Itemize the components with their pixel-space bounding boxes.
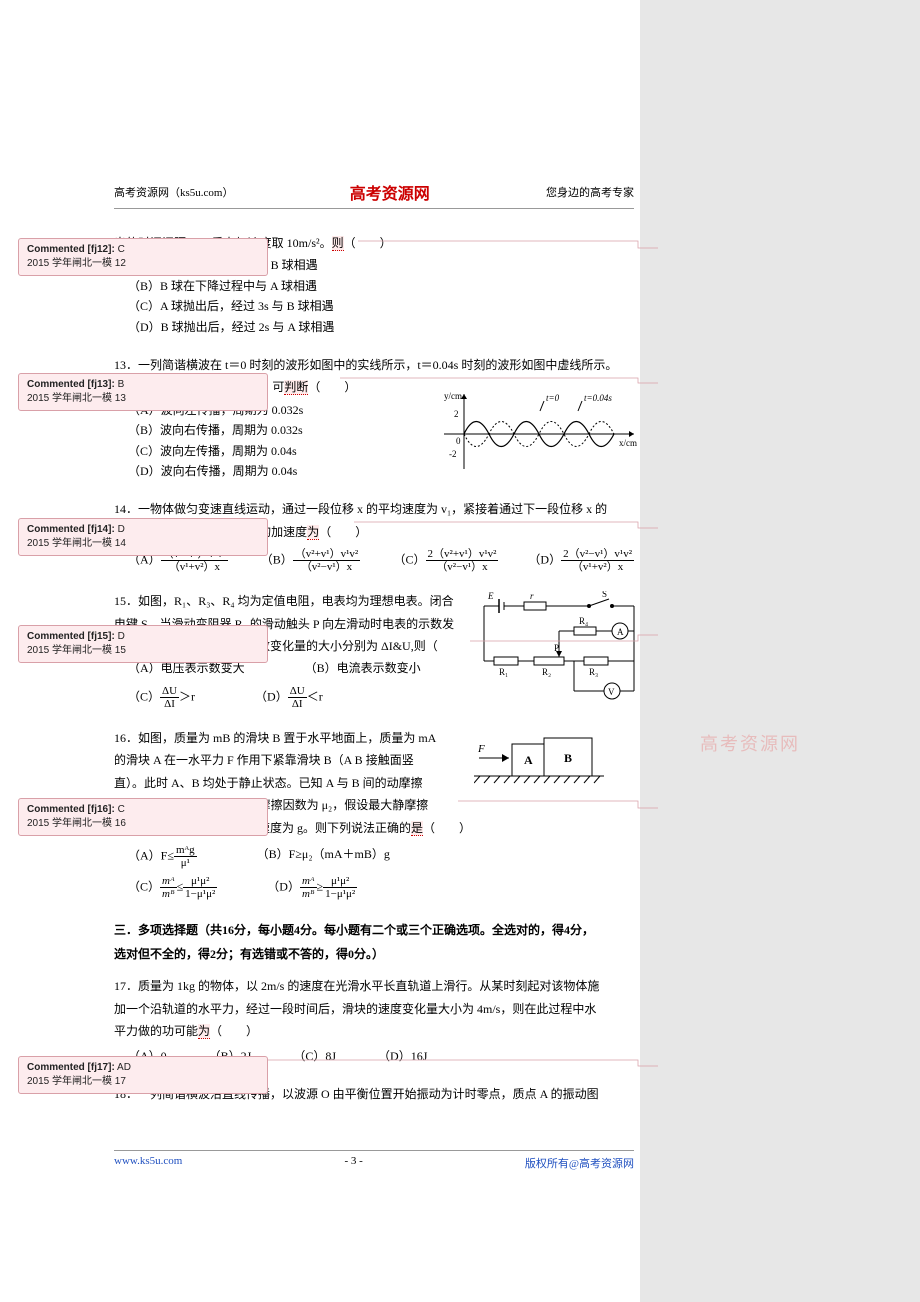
q13-opt-c: （C）波向左传播，周期为 0.04s [114, 441, 414, 461]
q15-line1: 15．如图，R₁、R₃、R₄ 均为定值电阻，电表均为理想电表。闭合 [114, 591, 464, 611]
footer-page-num: - 3 - [344, 1155, 362, 1171]
q15-circuit-figure: E r S R₄ A R₁ [474, 591, 644, 701]
comments-panel [640, 0, 920, 1302]
q14-opt-b: （B）（v²+v¹）v¹v²（v²−v¹）x [261, 548, 364, 573]
q12-opt-b: （B）B 球在下降过程中与 A 球相遇 [114, 276, 634, 296]
q17-blank: （ ） [210, 1024, 258, 1038]
comment-fj13[interactable]: Commented [fj13]: B2015 学年闸北一模 13 [18, 373, 268, 411]
q14-line1: 14．一物体做匀变速直线运动，通过一段位移 x 的平均速度为 v₁，紧接着通过下… [114, 499, 634, 519]
svg-text:R₄: R₄ [579, 616, 588, 626]
q16-opt-d: （D）mᴬmᴮ≥μ¹μ²1−μ¹μ² [267, 875, 357, 900]
svg-text:y/cm: y/cm [444, 391, 462, 401]
q16-line2: 的滑块 A 在一水平力 F 作用下紧靠滑块 B（A B 接触面竖 [114, 750, 474, 770]
page-footer: www.ks5u.com - 3 - 版权所有@高考资源网 [114, 1150, 634, 1171]
svg-text:F: F [477, 743, 485, 755]
svg-text:0: 0 [456, 436, 461, 446]
header-left: 高考资源网（ks5u.com） [114, 184, 233, 200]
q17-highlight: 为 [198, 1024, 210, 1039]
footer-copyright: 版权所有@高考资源网 [525, 1155, 634, 1171]
svg-text:S: S [602, 591, 607, 599]
q12-opt-d: （D）B 球抛出后，经过 2s 与 A 球相遇 [114, 317, 634, 337]
comment-fj16[interactable]: Commented [fj16]: C2015 学年闸北一模 16 [18, 798, 268, 836]
q16-highlight: 是 [411, 821, 423, 836]
comment-fj17[interactable]: Commented [fj17]: AD2015 学年闸北一模 17 [18, 1056, 268, 1094]
svg-text:A: A [524, 753, 533, 767]
q17-opt-c: （C）8J [293, 1046, 336, 1066]
q15-opt-d: （D）ΔUΔI＜r [255, 685, 323, 710]
q16-opt-a: （A）F≤mᴬgμ¹ [128, 844, 197, 869]
svg-text:R₂: R₂ [542, 667, 551, 677]
svg-text:x/cm: x/cm [619, 438, 637, 448]
q15-opt-c: （C）ΔUΔI＞r [128, 685, 195, 710]
svg-text:A: A [617, 627, 624, 637]
q16-line1: 16．如图，质量为 mB 的滑块 B 置于水平地面上，质量为 mA [114, 728, 474, 748]
question-17: 17．质量为 1kg 的物体，以 2m/s 的速度在光滑水平长直轨道上滑行。从某… [114, 976, 634, 1066]
q16-block-figure: F A B [474, 736, 604, 796]
page-header: 高考资源网（ks5u.com） 高考资源网 您身边的高考专家 [114, 180, 634, 209]
q16-line3: 直）。此时 A、B 均处于静止状态。已知 A 与 B 间的动摩擦 [114, 773, 474, 793]
q14-opt-d: （D）2（v²−v¹）v¹v²（v¹+v²）x [528, 548, 634, 573]
q12-blank: （ ） [344, 236, 392, 250]
watermark: 高考资源网 [700, 730, 800, 756]
svg-text:V: V [608, 687, 615, 697]
q16-opt-b: （B）F≥μ₂（mA＋mB）g [257, 844, 390, 869]
q14-opt-c: （C）2（v²+v¹）v¹v²（v²−v¹）x [394, 548, 499, 573]
svg-text:r: r [530, 591, 534, 601]
svg-text:B: B [564, 751, 572, 765]
q17-line3: 平力做的功可能 [114, 1024, 198, 1038]
q17-line1: 17．质量为 1kg 的物体，以 2m/s 的速度在光滑水平长直轨道上滑行。从某… [114, 976, 634, 996]
comment-fj15[interactable]: Commented [fj15]: D2015 学年闸北一模 15 [18, 625, 268, 663]
q16-blank: （ ） [423, 821, 471, 835]
svg-text:R₁: R₁ [499, 667, 508, 677]
footer-url: www.ks5u.com [114, 1155, 182, 1171]
q13-opt-b: （B）波向右传播，周期为 0.032s [114, 420, 414, 440]
svg-text:t=0: t=0 [546, 393, 560, 403]
header-right: 您身边的高考专家 [546, 184, 634, 200]
q17-line2: 加一个沿轨道的水平力，经过一段时间后，滑块的速度变化量大小为 4m/s，则在此过… [114, 999, 634, 1019]
section-3-heading: 三．多项选择题（共16分，每小题4分。每小题有二个或三个正确选项。全选对的，得4… [114, 918, 634, 966]
q13-opt-d: （D）波向右传播，周期为 0.04s [114, 461, 414, 481]
q14-highlight: 为 [307, 525, 319, 540]
q13-blank: （ ） [308, 380, 356, 394]
q17-opt-d: （D）16J [378, 1046, 427, 1066]
svg-text:E: E [487, 591, 494, 601]
svg-text:R₃: R₃ [589, 667, 598, 677]
q13-wave-figure: y/cm x/cm 2 0 -2 t=0 t=0.04s [434, 389, 644, 479]
q12-highlight: 则 [332, 236, 344, 251]
q12-opt-c: （C）A 球抛出后，经过 3s 与 B 球相遇 [114, 296, 634, 316]
q16-opt-c: （C）mᴬmᴮ≤μ¹μ²1−μ¹μ² [128, 875, 217, 900]
svg-text:-2: -2 [449, 449, 457, 459]
comment-fj12[interactable]: Commented [fj12]: C2015 学年闸北一模 12 [18, 238, 268, 276]
header-brand: 高考资源网 [350, 180, 430, 204]
q14-blank: （ ） [319, 525, 367, 539]
svg-text:t=0.04s: t=0.04s [584, 393, 612, 403]
q13-highlight: 判断 [284, 380, 308, 395]
q15-opt-b: （B）电流表示数变小 [305, 658, 421, 678]
svg-text:2: 2 [454, 409, 459, 419]
comment-fj14[interactable]: Commented [fj14]: D2015 学年闸北一模 14 [18, 518, 268, 556]
